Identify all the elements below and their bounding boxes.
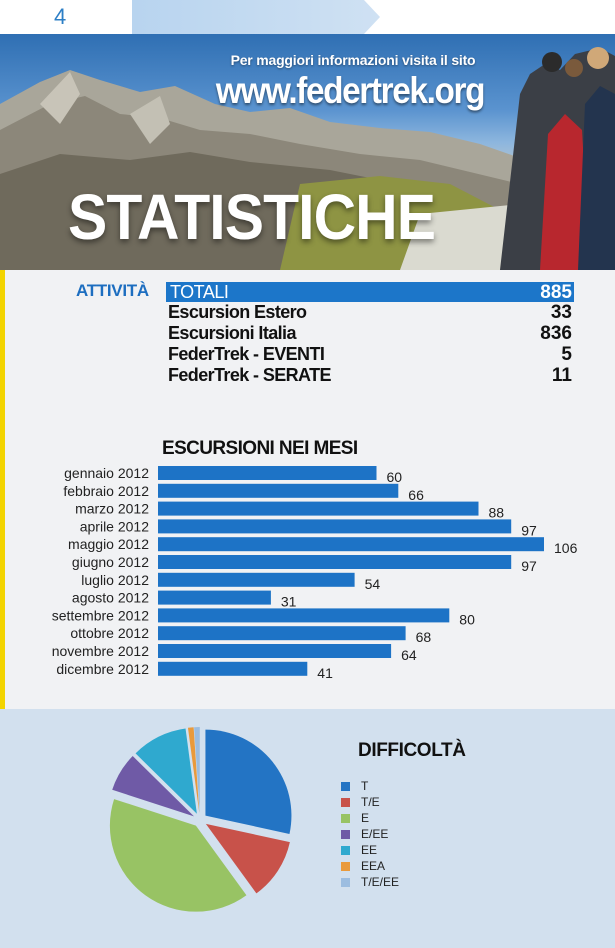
pie-slice [187,727,200,814]
legend-label: T/E [361,795,380,809]
info-line: Per maggiori informazioni visita il sito [230,52,476,68]
pie-chart-title: DIFFICOLTÀ [358,740,466,761]
pie-slice [194,727,200,813]
legend-swatch [341,862,350,871]
month-bar [158,626,406,641]
attivita-row: Escursioni Italia 836 [168,323,572,344]
bar-value-label: 97 [521,558,537,574]
bar-value-label: 88 [489,505,505,521]
side-stripe [0,270,5,710]
pie-slice [109,799,247,912]
month-label: giugno 2012 [72,554,149,570]
month-label: gennaio 2012 [64,465,149,481]
attivita-row-value: 33 [550,302,572,323]
attivita-label: ATTIVITÀ [76,281,149,300]
difficolta-pie-chart [109,727,292,912]
bar-value-label: 68 [416,629,432,645]
month-bar [158,555,512,569]
attivita-row: FederTrek - SERATE 11 [168,365,572,386]
bar-value-label: 41 [317,665,333,681]
bar-value-label: 66 [408,487,424,503]
totali-value: 885 [540,282,572,303]
month-label: marzo 2012 [75,501,149,517]
page-title: STATISTICHE [68,181,436,253]
bar-chart-title: ESCURSIONI NEI MESI [162,438,358,459]
month-bar [158,590,271,605]
month-bar [158,572,355,587]
month-bar [158,466,377,480]
month-label: aprile 2012 [80,518,149,534]
month-label: settembre 2012 [52,607,149,623]
legend-label: T/E/EE [361,875,400,889]
legend-swatch [341,846,350,855]
bar-value-label: 106 [554,540,578,556]
attivita-row: Escursion Estero 33 [168,302,572,323]
attivita-row-label: FederTrek - EVENTI [168,344,325,364]
month-bar [158,661,308,676]
month-bar [158,644,392,658]
legend-label: E/EE [361,827,389,841]
legend-swatch [341,782,350,791]
attivita-row-value: 836 [540,323,572,344]
legend-label: T [361,779,369,793]
legend-label: E [361,811,370,825]
month-label: luglio 2012 [81,572,149,588]
difficolta-panel [0,709,615,948]
bar-value-label: 80 [459,611,475,627]
legend-swatch [341,830,350,839]
month-label: novembre 2012 [52,643,150,659]
bar-value-label: 54 [365,576,381,592]
month-bar [158,608,450,623]
legend-label: EEA [361,859,386,873]
attivita-row-value: 11 [551,365,572,386]
attivita-row-label: Escursioni Italia [168,323,296,343]
month-label: agosto 2012 [72,590,149,606]
attivita-row-label: Escursion Estero [168,302,307,322]
month-label: ottobre 2012 [70,625,149,641]
legend-swatch [341,878,350,887]
monthly-bar-chart: gennaio 2012 60 febbraio 2012 66 marzo 2012 8… [52,465,578,681]
legend-swatch [341,798,350,807]
hero-photo: Per maggiori informazioni visita il sito… [0,34,615,270]
month-bar [158,519,512,534]
page-number: 4 [54,4,67,29]
month-label: dicembre 2012 [56,661,149,677]
month-bar [158,501,479,516]
mountain-scene [0,47,615,270]
totali-label: TOTALI [170,282,229,302]
attivita-row: FederTrek - EVENTI 5 [168,344,572,365]
pie-slice [135,728,197,814]
site-url: www.federtrek.org [215,70,486,111]
totali-bar: TOTALI 885 [166,282,574,303]
pie-slice [112,756,195,817]
month-bar [158,537,544,552]
pie-slice [205,729,292,834]
header-band [132,0,380,34]
month-label: maggio 2012 [68,536,149,552]
bar-value-label: 97 [521,522,537,538]
page-tab: 4 [0,0,135,34]
month-bar [158,483,399,498]
legend-swatch [341,814,350,823]
attivita-row-label: FederTrek - SERATE [168,365,332,385]
bar-value-label: 31 [281,594,297,610]
bar-value-label: 64 [401,647,417,663]
month-label: febbraio 2012 [63,483,149,499]
legend-label: EE [361,843,378,857]
pie-slice [205,823,290,894]
attivita-row-value: 5 [561,344,572,365]
bar-value-label: 60 [387,469,403,485]
